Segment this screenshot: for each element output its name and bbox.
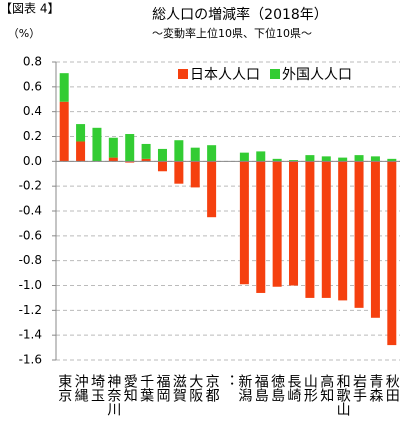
bar-segment (125, 134, 135, 162)
x-tick-label: 福島 (253, 374, 269, 402)
y-tick-label: -0.8 (19, 253, 42, 267)
bar-segment (141, 143, 151, 159)
bar-segment (354, 161, 364, 308)
bar-segment (387, 158, 397, 162)
bar-segment (256, 161, 266, 293)
bar-segment (387, 161, 397, 346)
x-tick-label: 埼玉 (89, 374, 105, 402)
y-tick-label: -1.2 (19, 303, 42, 317)
bar-segment (190, 147, 200, 162)
bar-segment (239, 152, 249, 162)
x-tick-label: 愛知 (122, 374, 138, 402)
x-tick-label: 徳島 (269, 374, 285, 402)
bar-segment (289, 160, 299, 162)
x-tick-label: 長崎 (286, 374, 302, 402)
y-tick-label: -1.4 (19, 328, 42, 342)
y-tick-label: 0.0 (23, 154, 42, 168)
bar-segment (174, 161, 184, 184)
bar-segment (370, 156, 380, 162)
y-tick-label: -0.6 (19, 228, 42, 242)
chart-subtitle: ～変動率上位10県、下位10県～ (152, 26, 312, 40)
bar-segment (59, 101, 69, 162)
bar-segment (305, 155, 315, 162)
bar-segment (157, 148, 167, 162)
bar-segment (272, 158, 282, 162)
y-tick-label: -1.6 (19, 353, 42, 367)
y-tick-label: -0.2 (19, 179, 42, 193)
y-tick-label: 0.2 (23, 129, 42, 143)
legend-label: 外国人人口 (282, 67, 352, 83)
bar-segment (207, 161, 217, 218)
x-tick-label: 東京 (56, 374, 72, 402)
y-tick-label: -1.0 (19, 278, 42, 292)
bar-segment (272, 161, 282, 287)
legend-label: 日本人人口 (190, 67, 260, 83)
x-tick-label: 秋田 (384, 374, 400, 402)
bar-segment (108, 157, 118, 162)
bar-segment (370, 161, 380, 318)
bar-segment (125, 161, 135, 163)
legend-swatch (270, 69, 280, 79)
bar-segment (338, 157, 348, 162)
y-tick-label: 0.6 (23, 79, 42, 93)
bar-segment (239, 161, 249, 285)
bar-segment (76, 124, 86, 142)
x-tick-label: 千葉 (138, 374, 154, 402)
x-tick-label: 高知 (318, 373, 334, 402)
legend-swatch (178, 69, 188, 79)
x-tick-label: 和歌山 (335, 374, 351, 416)
x-tick-label: 沖縄 (73, 374, 89, 402)
bar-segment (289, 161, 299, 286)
figure-label: 【図表 4】 (0, 2, 59, 16)
x-tick-label: 新潟 (236, 374, 252, 402)
bar-segment (174, 140, 184, 162)
x-tick-label: ： (220, 374, 236, 388)
bar-segment (321, 161, 331, 298)
bar-segment (59, 73, 69, 102)
chart-title: 総人口の増減率（2018年） (152, 6, 328, 23)
bar-segment (108, 137, 118, 158)
x-tick-label: 京都 (204, 374, 220, 402)
x-tick-label: 山形 (302, 374, 318, 402)
x-tick-label: 神奈川 (105, 374, 121, 416)
bar-segment (141, 158, 151, 162)
x-tick-label: 福岡 (154, 374, 170, 403)
bar-segment (321, 156, 331, 162)
y-tick-label: 0.8 (23, 55, 42, 69)
bar-segment (305, 161, 315, 298)
x-tick-label: 滋賀 (171, 374, 187, 402)
x-tick-label: 青森 (367, 374, 383, 402)
x-tick-label: 大阪 (187, 374, 203, 402)
bar-segment (256, 151, 266, 162)
bar-segment (354, 155, 364, 162)
bar-segment (207, 145, 217, 162)
bar-segment (76, 141, 86, 162)
y-axis-label: （%） (8, 27, 40, 40)
y-tick-label: 0.4 (23, 104, 42, 118)
y-tick-label: -0.4 (19, 204, 42, 218)
x-tick-label: 岩手 (351, 374, 367, 403)
bar-segment (338, 161, 348, 301)
bar-segment (190, 161, 200, 188)
bar-segment (157, 161, 167, 172)
bar-segment (92, 127, 102, 162)
